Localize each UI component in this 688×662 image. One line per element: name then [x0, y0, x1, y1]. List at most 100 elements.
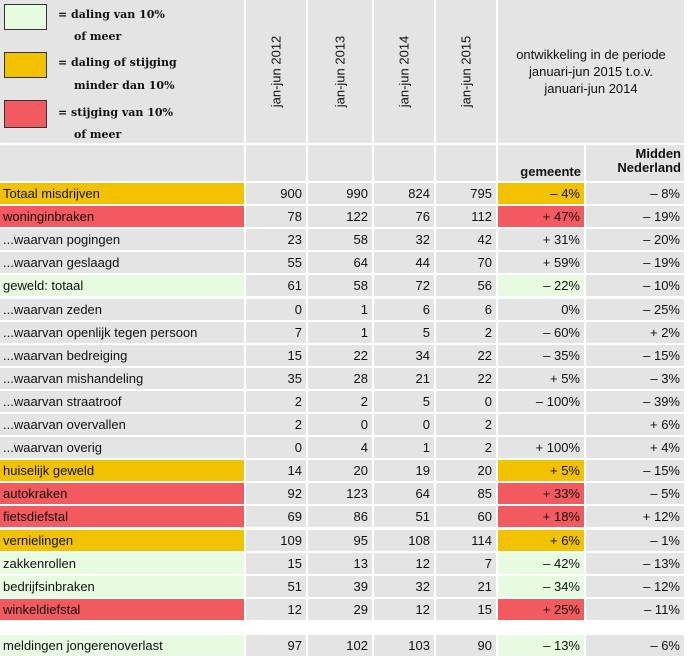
- cell-2013: 39: [308, 575, 372, 597]
- row-label: zakkenrollen: [0, 552, 244, 574]
- cell-gemeente: + 100%: [498, 437, 584, 459]
- cell-gemeente: – 22%: [498, 275, 584, 297]
- cell-2013: 58: [308, 275, 372, 297]
- cell-gemeente: + 33%: [498, 483, 584, 505]
- cell-2014: 76: [374, 206, 434, 228]
- header-development-text: ontwikkeling in de periode januari-jun 2…: [516, 47, 666, 96]
- cell-2012: 51: [246, 575, 306, 597]
- row-label: ...waarvan pogingen: [0, 229, 244, 251]
- cell-2012: 92: [246, 483, 306, 505]
- cell-2012: 61: [246, 275, 306, 297]
- cell-2012: 2: [246, 414, 306, 436]
- cell-midden-nederland: – 39%: [586, 390, 684, 412]
- cell-2012: 55: [246, 252, 306, 274]
- cell-2015: 112: [436, 206, 496, 228]
- cell-midden-nederland: – 5%: [586, 483, 684, 505]
- cell-2015: 22: [436, 344, 496, 366]
- cell-2015: 60: [436, 506, 496, 528]
- cell-midden-nederland: – 20%: [586, 229, 684, 251]
- cell-2015: 7: [436, 552, 496, 574]
- header-midden-line1: Midden: [635, 146, 682, 161]
- cell-2014: 32: [374, 229, 434, 251]
- header-2012-label: jan-jun 2012: [268, 35, 284, 108]
- cell-2015: 42: [436, 229, 496, 251]
- cell-gemeente: + 47%: [498, 206, 584, 228]
- cell-2014: 21: [374, 367, 434, 389]
- cell-2014: 19: [374, 460, 434, 482]
- legend-yellow-line1: = daling of stijging: [58, 56, 177, 69]
- cell-midden-nederland: – 10%: [586, 275, 684, 297]
- cell-2013: 4: [308, 437, 372, 459]
- cell-gemeente: [498, 414, 584, 436]
- cell-gemeente: – 4%: [498, 183, 584, 205]
- header-midden-nederland: Midden Nederland: [586, 145, 684, 181]
- cell-gemeente: – 35%: [498, 344, 584, 366]
- cell-gemeente: – 60%: [498, 321, 584, 343]
- cell-gemeente: + 59%: [498, 252, 584, 274]
- cell-2015: 20: [436, 460, 496, 482]
- cell-2012: 35: [246, 367, 306, 389]
- cell-2014: 12: [374, 598, 434, 620]
- subheader-2012: [246, 145, 306, 181]
- row-label: ...waarvan mishandeling: [0, 367, 244, 389]
- row-label: ...waarvan straatroof: [0, 390, 244, 412]
- row-label: huiselijk geweld: [0, 460, 244, 482]
- row-label: Totaal misdrijven: [0, 183, 244, 205]
- cell-gemeente: + 6%: [498, 529, 584, 551]
- cell-gemeente: + 5%: [498, 367, 584, 389]
- cell-midden-nederland: – 19%: [586, 206, 684, 228]
- cell-2012: 0: [246, 437, 306, 459]
- header-2015-label: jan-jun 2015: [458, 35, 474, 108]
- cell-gemeente: 0%: [498, 298, 584, 320]
- cell-2013: 95: [308, 529, 372, 551]
- cell-2012: 0: [246, 298, 306, 320]
- cell-2012: 78: [246, 206, 306, 228]
- cell-2012: 69: [246, 506, 306, 528]
- legend-swatch-red: [4, 100, 47, 128]
- cell-2012: 15: [246, 552, 306, 574]
- cell-2014: 103: [374, 634, 434, 656]
- row-label: ...waarvan overvallen: [0, 414, 244, 436]
- cell-2013: 22: [308, 344, 372, 366]
- cell-2015: 2: [436, 437, 496, 459]
- cell-gemeente: – 34%: [498, 575, 584, 597]
- cell-2012: 900: [246, 183, 306, 205]
- row-label: woninginbraken: [0, 206, 244, 228]
- cell-2013: 102: [308, 634, 372, 656]
- cell-midden-nederland: – 19%: [586, 252, 684, 274]
- cell-2015: 22: [436, 367, 496, 389]
- cell-2015: 2: [436, 414, 496, 436]
- cell-gemeente: – 100%: [498, 390, 584, 412]
- cell-2013: 2: [308, 390, 372, 412]
- cell-2014: 72: [374, 275, 434, 297]
- cell-midden-nederland: – 6%: [586, 634, 684, 656]
- cell-2013: 990: [308, 183, 372, 205]
- row-label: bedrijfsinbraken: [0, 575, 244, 597]
- subheader-2015: [436, 145, 496, 181]
- cell-gemeente: – 13%: [498, 634, 584, 656]
- header-2015: jan-jun 2015: [436, 0, 496, 143]
- cell-midden-nederland: + 2%: [586, 321, 684, 343]
- cell-2015: 15: [436, 598, 496, 620]
- row-label: ...waarvan zeden: [0, 298, 244, 320]
- cell-2014: 1: [374, 437, 434, 459]
- cell-2012: 2: [246, 390, 306, 412]
- row-label: winkeldiefstal: [0, 598, 244, 620]
- cell-2013: 122: [308, 206, 372, 228]
- cell-midden-nederland: – 25%: [586, 298, 684, 320]
- cell-midden-nederland: – 1%: [586, 529, 684, 551]
- legend-green-line2: of meer: [74, 30, 122, 43]
- cell-midden-nederland: – 3%: [586, 367, 684, 389]
- subheader-2013: [308, 145, 372, 181]
- cell-2012: 14: [246, 460, 306, 482]
- cell-2013: 13: [308, 552, 372, 574]
- cell-2013: 123: [308, 483, 372, 505]
- cell-2015: 2: [436, 321, 496, 343]
- header-2012: jan-jun 2012: [246, 0, 306, 143]
- cell-2015: 795: [436, 183, 496, 205]
- row-label: ...waarvan openlijk tegen persoon: [0, 321, 244, 343]
- legend-red-line1: = stijging van 10%: [58, 106, 173, 119]
- cell-gemeente: + 18%: [498, 506, 584, 528]
- cell-2013: 1: [308, 298, 372, 320]
